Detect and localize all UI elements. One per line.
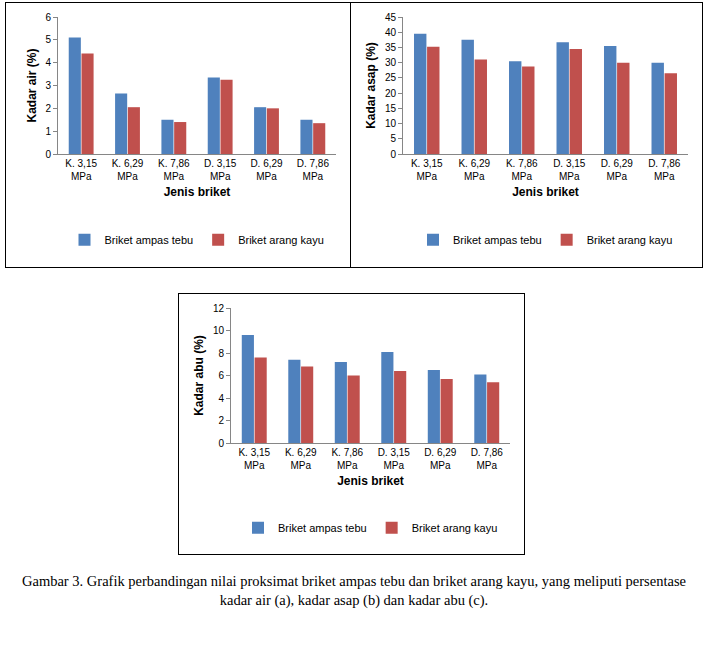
svg-text:15: 15 [385,103,397,114]
svg-text:K. 3,15MPa: K. 3,15MPa [411,158,443,182]
svg-text:D. 3,15MPa: D. 3,15MPa [204,158,237,182]
svg-text:Briket ampas tebu: Briket ampas tebu [453,234,542,246]
svg-text:Briket ampas tebu: Briket ampas tebu [278,522,367,534]
svg-text:K. 6,29MPa: K. 6,29MPa [112,158,144,182]
svg-text:4: 4 [218,393,224,404]
svg-text:8: 8 [218,348,224,359]
svg-text:Briket ampas tebu: Briket ampas tebu [105,234,194,246]
svg-text:K. 6,29MPa: K. 6,29MPa [285,447,317,471]
svg-text:10: 10 [385,118,397,129]
svg-text:2: 2 [45,103,51,114]
svg-text:0: 0 [390,149,396,160]
svg-text:5: 5 [45,34,51,45]
svg-text:6: 6 [45,12,51,23]
svg-text:K. 6,29MPa: K. 6,29MPa [458,158,490,182]
svg-text:35: 35 [385,42,397,53]
svg-text:D. 6,29MPa: D. 6,29MPa [601,158,634,182]
svg-text:D. 3,15MPa: D. 3,15MPa [378,447,411,471]
svg-text:0: 0 [45,149,51,160]
svg-text:Kadar air (%): Kadar air (%) [25,48,39,122]
svg-text:30: 30 [385,57,397,68]
svg-text:Briket arang kayu: Briket arang kayu [412,522,498,534]
svg-text:20: 20 [385,88,397,99]
svg-text:Briket arang kayu: Briket arang kayu [587,234,673,246]
svg-text:K. 3,15MPa: K. 3,15MPa [65,158,97,182]
svg-text:K. 7,86MPa: K. 7,86MPa [506,158,538,182]
svg-text:D. 7,86MPa: D. 7,86MPa [297,158,330,182]
svg-text:Jenis briket: Jenis briket [337,474,404,488]
svg-text:25: 25 [385,72,397,83]
svg-text:5: 5 [390,133,396,144]
svg-text:0: 0 [218,438,224,449]
svg-text:10: 10 [213,325,225,336]
svg-text:D. 7,86MPa: D. 7,86MPa [471,447,504,471]
svg-text:K. 7,86MPa: K. 7,86MPa [158,158,190,182]
svg-text:2: 2 [218,415,224,426]
html-text:Gambar 3. Grafik perbandingan: Gambar 3. Grafik perbandingan nilai prok… [22,573,686,608]
svg-text:Kadar abu (%): Kadar abu (%) [192,335,206,416]
svg-text:Kadar asap (%): Kadar asap (%) [364,42,378,129]
svg-text:12: 12 [213,303,225,314]
svg-text:45: 45 [385,12,397,23]
svg-text:D. 3,15MPa: D. 3,15MPa [553,158,586,182]
svg-text:6: 6 [218,370,224,381]
svg-text:D. 6,29MPa: D. 6,29MPa [424,447,457,471]
svg-text:Jenis briket: Jenis briket [164,185,231,199]
svg-text:D. 7,86MPa: D. 7,86MPa [648,158,681,182]
svg-text:Briket arang kayu: Briket arang kayu [238,234,324,246]
svg-text:4: 4 [45,57,51,68]
svg-text:3: 3 [45,80,51,91]
svg-text:Jenis briket: Jenis briket [512,185,579,199]
svg-text:K. 7,86MPa: K. 7,86MPa [331,447,363,471]
svg-text:1: 1 [45,126,51,137]
svg-text:40: 40 [385,27,397,38]
svg-text:K. 3,15MPa: K. 3,15MPa [238,447,270,471]
svg-text:D. 6,29MPa: D. 6,29MPa [250,158,283,182]
